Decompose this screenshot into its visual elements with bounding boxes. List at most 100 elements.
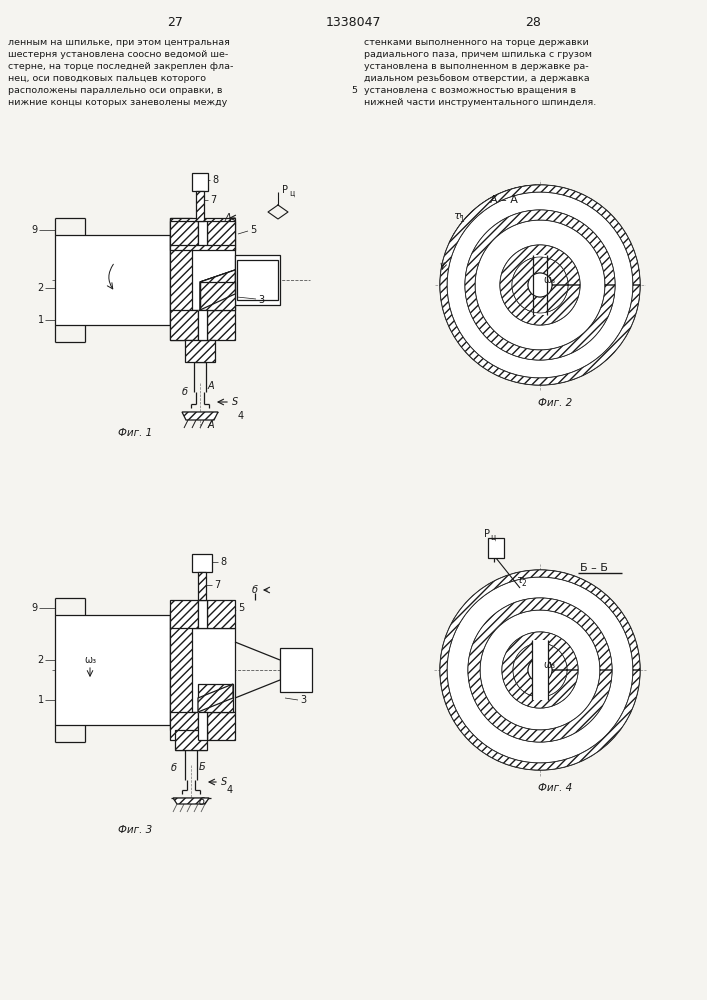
Text: τ: τ: [516, 575, 522, 585]
Text: ω₃: ω₃: [543, 660, 555, 670]
Circle shape: [513, 643, 567, 697]
Text: 2: 2: [37, 283, 44, 293]
Bar: [488, 538, 504, 558]
Text: ц: ц: [289, 188, 294, 198]
Polygon shape: [173, 798, 209, 804]
Text: радиального паза, причем шпилька с грузом: радиального паза, причем шпилька с грузо…: [364, 50, 592, 59]
Text: нижней части инструментального шпинделя.: нижней части инструментального шпинделя.: [364, 98, 596, 107]
Bar: [170, 218, 192, 340]
Text: стенками выполненного на торце державки: стенками выполненного на торце державки: [364, 38, 589, 47]
Bar: [207, 221, 235, 245]
Text: ω₃: ω₃: [84, 655, 96, 665]
Text: 5: 5: [238, 603, 244, 613]
Text: б: б: [199, 797, 205, 807]
Bar: [192, 554, 212, 572]
Text: Б: Б: [199, 762, 206, 772]
Circle shape: [480, 610, 600, 730]
Circle shape: [475, 220, 605, 350]
Bar: [170, 600, 198, 628]
Bar: [170, 245, 235, 310]
Polygon shape: [440, 185, 640, 385]
Bar: [200, 282, 235, 310]
Circle shape: [447, 192, 633, 378]
Text: 1: 1: [38, 695, 44, 705]
Bar: [235, 255, 280, 305]
Text: 4: 4: [238, 411, 244, 421]
Bar: [55, 615, 170, 725]
Bar: [198, 712, 207, 740]
Bar: [207, 712, 235, 740]
Bar: [196, 191, 204, 221]
Bar: [170, 712, 198, 740]
Text: установлена в выполненном в державке ра-: установлена в выполненном в державке ра-: [364, 62, 589, 71]
Text: 3: 3: [258, 295, 264, 305]
Bar: [170, 218, 235, 250]
Circle shape: [528, 273, 552, 297]
Text: 8: 8: [220, 557, 226, 567]
Polygon shape: [198, 684, 233, 712]
Text: нижние концы которых заневолены между: нижние концы которых заневолены между: [8, 98, 227, 107]
Text: Р: Р: [484, 529, 490, 539]
Text: ц: ц: [490, 532, 495, 542]
Text: A: A: [225, 213, 232, 223]
Polygon shape: [500, 245, 580, 325]
Polygon shape: [440, 570, 640, 770]
Polygon shape: [512, 257, 568, 313]
Text: диальном резьбовом отверстии, а державка: диальном резьбовом отверстии, а державка: [364, 74, 590, 83]
Text: Р: Р: [282, 185, 288, 195]
Text: А – А: А – А: [490, 195, 518, 205]
Text: S: S: [221, 777, 227, 787]
Polygon shape: [513, 643, 567, 697]
Bar: [170, 628, 235, 712]
Bar: [207, 310, 235, 340]
Polygon shape: [468, 598, 612, 742]
Circle shape: [468, 598, 612, 742]
Text: стерне, на торце последней закреплен фла-: стерне, на торце последней закреплен фла…: [8, 62, 233, 71]
Bar: [198, 572, 206, 600]
Text: б: б: [182, 387, 188, 397]
Text: 9: 9: [32, 225, 38, 235]
Text: Б – Б: Б – Б: [580, 563, 608, 573]
Text: 1338047: 1338047: [325, 15, 381, 28]
Text: 28: 28: [525, 15, 541, 28]
Text: 27: 27: [167, 15, 183, 28]
Bar: [280, 648, 312, 692]
Circle shape: [502, 632, 578, 708]
Bar: [185, 340, 215, 362]
Polygon shape: [200, 270, 235, 310]
Text: 5: 5: [351, 86, 357, 95]
Text: 7: 7: [214, 580, 221, 590]
Circle shape: [522, 652, 558, 688]
Bar: [192, 173, 208, 191]
Text: 2: 2: [37, 655, 44, 665]
Bar: [198, 221, 207, 245]
Text: 1: 1: [38, 315, 44, 325]
Text: шестерня установлена соосно ведомой ше-: шестерня установлена соосно ведомой ше-: [8, 50, 228, 59]
Bar: [198, 310, 207, 340]
Text: Фиг. 1: Фиг. 1: [118, 428, 152, 438]
Text: ленным на шпильке, при этом центральная: ленным на шпильке, при этом центральная: [8, 38, 230, 47]
Text: расположены параллельно оси оправки, в: расположены параллельно оси оправки, в: [8, 86, 223, 95]
Text: Фиг. 2: Фиг. 2: [538, 398, 572, 408]
Bar: [198, 684, 233, 712]
Text: A: A: [208, 381, 215, 391]
Text: τ: τ: [453, 211, 460, 221]
Polygon shape: [200, 270, 235, 310]
Bar: [55, 235, 170, 325]
Circle shape: [447, 577, 633, 763]
Text: ω₃: ω₃: [543, 275, 555, 285]
Text: 4: 4: [227, 785, 233, 795]
Text: 2: 2: [522, 578, 527, 587]
Bar: [198, 600, 207, 628]
Bar: [237, 260, 278, 300]
Circle shape: [528, 658, 552, 682]
Text: 8: 8: [212, 175, 218, 185]
Polygon shape: [182, 412, 218, 420]
Bar: [207, 600, 235, 628]
Text: 1: 1: [459, 215, 464, 224]
Text: 5: 5: [250, 225, 256, 235]
Circle shape: [440, 185, 640, 385]
Circle shape: [465, 210, 615, 360]
Text: Фиг. 3: Фиг. 3: [118, 825, 152, 835]
Polygon shape: [502, 632, 578, 708]
